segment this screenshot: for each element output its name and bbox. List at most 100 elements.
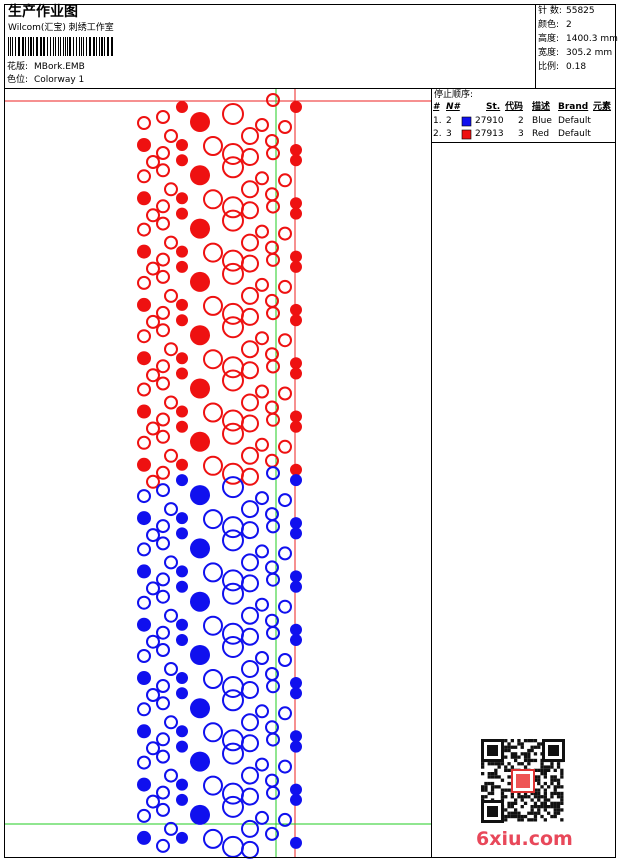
stitch-circle: [222, 369, 244, 392]
qr-module: [500, 762, 505, 766]
stitch-circle: [266, 306, 280, 321]
qr-module: [543, 818, 547, 822]
qr-module: [527, 758, 531, 763]
qr-module: [550, 762, 554, 766]
qr-module: [484, 781, 488, 786]
barcode-bar: [79, 37, 80, 56]
column-header: Brand: [558, 102, 589, 112]
stitch-circle: [241, 307, 259, 326]
qr-module: [527, 811, 531, 815]
stitch-circle: [190, 325, 210, 346]
border: [615, 4, 616, 858]
stitch-circle: [290, 420, 302, 433]
qr-module: [553, 768, 557, 772]
qr-module: [530, 798, 534, 802]
qr-module: [523, 795, 528, 799]
barcode-bar: [67, 37, 68, 56]
barcode-bar: [58, 37, 59, 56]
qr-module: [550, 775, 554, 779]
barcode-bar: [76, 37, 77, 56]
qr-module: [517, 742, 521, 746]
stitch-circle: [255, 651, 269, 665]
stitch-circle: [255, 118, 269, 132]
stitch-circle: [137, 351, 151, 366]
stitch-circle: [176, 352, 188, 365]
stitch-circle: [137, 169, 151, 184]
qr-module: [494, 768, 498, 772]
qr-module: [560, 801, 564, 805]
stitch-circle: [137, 457, 151, 472]
qr-module: [550, 791, 554, 796]
stitch-circle: [255, 437, 269, 452]
info-label: 颜色:: [538, 20, 560, 30]
qr-module: [543, 808, 547, 812]
stitch-circle: [146, 474, 160, 489]
qr-module: [507, 748, 511, 753]
barcode-bar: [28, 37, 29, 56]
qr-module: [560, 772, 564, 776]
qr-module: [556, 811, 561, 815]
stitch-circle: [255, 171, 269, 186]
qr-module: [507, 814, 511, 819]
stitch-circle: [176, 580, 188, 593]
info-value: 55825: [566, 6, 595, 16]
stitch-circle: [137, 116, 151, 130]
info-value: 0.18: [566, 62, 587, 72]
qr-module: [504, 755, 508, 759]
stitch-circle: [176, 367, 188, 380]
barcode-bar: [73, 37, 74, 56]
stitch-circle: [146, 634, 160, 649]
qr-module: [530, 758, 534, 763]
qr-module: [510, 752, 514, 756]
qr-module: [481, 772, 485, 776]
stitch-circle: [190, 165, 210, 186]
stitch-circle: [137, 808, 151, 823]
stitch-circle: [255, 597, 269, 612]
stitch-circle: [241, 393, 259, 412]
stitch-circle: [266, 252, 280, 267]
stitch-circle: [137, 435, 151, 450]
stitch-circle: [176, 405, 188, 418]
stitch-circle: [164, 235, 178, 250]
qr-module: [553, 814, 557, 819]
stitch-circle: [203, 669, 223, 689]
qr-module: [540, 795, 544, 799]
stitch-circle: [241, 574, 259, 593]
stitch-circle: [278, 226, 292, 241]
stitch-circle: [137, 138, 151, 152]
qr-module: [484, 785, 488, 789]
stitch-circle: [290, 357, 302, 370]
stitch-circle: [241, 233, 259, 252]
qr-module: [560, 795, 564, 799]
qr-module: [523, 765, 528, 769]
qr-module: [523, 758, 528, 763]
stitch-circle: [176, 725, 188, 738]
stitch-circle: [137, 329, 151, 344]
stitch-circle: [290, 793, 302, 806]
qr-module: [530, 791, 534, 796]
column-header: N#: [446, 102, 460, 112]
stitch-circle: [164, 662, 178, 676]
column-header: 代码: [505, 102, 524, 112]
qr-module: [514, 801, 518, 805]
qr-module: [517, 795, 521, 799]
qr-module: [520, 795, 524, 799]
column-header: #: [433, 102, 440, 112]
stitch-circle: [266, 199, 280, 214]
barcode-bar: [30, 37, 32, 56]
stitch-circle: [266, 679, 280, 694]
stitch-circle: [222, 262, 244, 285]
divider: [431, 142, 616, 143]
stitch-circle: [146, 368, 160, 383]
stitch-circle: [290, 517, 302, 530]
qr-module: [543, 788, 547, 792]
barcode-bar: [99, 37, 100, 56]
colorway: Colorway 1: [34, 75, 85, 85]
stitch-circle: [146, 688, 160, 702]
qr-module: [514, 798, 518, 802]
stitch-circle: [222, 835, 244, 858]
stitch-circle: [266, 359, 280, 374]
qr-module: [530, 808, 534, 812]
qr-module: [500, 795, 505, 799]
qr-module: [547, 765, 551, 769]
